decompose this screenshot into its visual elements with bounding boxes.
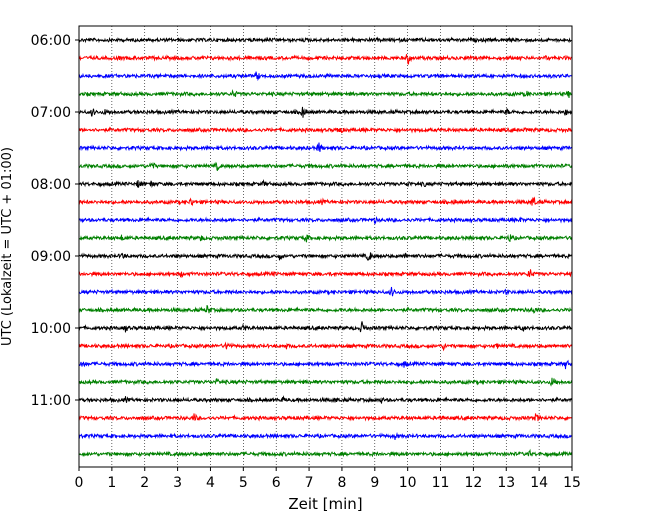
x-tick-label: 5	[239, 475, 248, 491]
plot-frame	[78, 25, 573, 468]
trace-group	[78, 36, 573, 458]
seismogram-trace	[78, 377, 573, 387]
seismogram-trace	[78, 341, 573, 352]
x-tick-label: 11	[432, 475, 450, 491]
x-tick-label: 13	[497, 475, 515, 491]
y-tick-label: 11:00	[31, 393, 71, 409]
seismogram-trace	[78, 106, 573, 118]
seismogram-trace	[78, 71, 573, 82]
seismogram-trace	[78, 126, 573, 134]
seismogram-trace	[78, 179, 573, 189]
x-tick-label: 9	[370, 475, 379, 491]
seismogram-trace	[78, 252, 573, 261]
x-axis-ticks: 0 1 2 3 4 5 6 7 8 9 10 11 12 13 14 15	[75, 467, 581, 491]
seismogram-trace	[78, 234, 573, 243]
seismogram-trace	[78, 359, 573, 370]
x-axis-label: Zeit [min]	[288, 495, 362, 513]
x-tick-label: 0	[75, 475, 84, 491]
seismogram-trace	[78, 196, 573, 207]
seismogram-trace	[78, 142, 573, 152]
seismogram-trace	[78, 321, 573, 333]
y-tick-label: 07:00	[31, 105, 71, 121]
y-axis-ticks: 06:00 07:00 08:00 09:00 10:00 11:00	[31, 33, 79, 409]
x-tick-label: 10	[399, 475, 417, 491]
x-tick-label: 8	[337, 475, 346, 491]
seismogram-trace	[78, 88, 573, 98]
x-tick-label: 1	[107, 475, 116, 491]
x-tick-label: 14	[530, 475, 548, 491]
y-tick-label: 10:00	[31, 321, 71, 337]
x-tick-label: 7	[305, 475, 314, 491]
y-tick-label: 09:00	[31, 249, 71, 265]
x-tick-label: 12	[464, 475, 482, 491]
seismogram-trace	[78, 161, 573, 172]
x-tick-label: 4	[206, 475, 215, 491]
seismogram-trace	[78, 286, 573, 297]
seismogram-trace	[78, 269, 573, 278]
seismogram-trace	[78, 413, 573, 422]
y-axis-label: UTC (Lokalzeit = UTC + 01:00)	[0, 147, 15, 346]
x-tick-label: 6	[272, 475, 281, 491]
seismogram-trace	[78, 36, 573, 44]
seismogram-trace	[78, 431, 573, 440]
x-tick-label: 15	[563, 475, 581, 491]
seismogram-trace	[78, 305, 573, 314]
x-tick-label: 2	[140, 475, 149, 491]
seismogram-trace	[78, 448, 573, 458]
x-tick-label: 3	[173, 475, 182, 491]
seismogram-trace	[78, 395, 573, 404]
y-tick-label: 08:00	[31, 177, 71, 193]
seismogram-trace	[78, 54, 573, 65]
seismogram-trace	[78, 216, 573, 225]
y-tick-label: 06:00	[31, 33, 71, 49]
